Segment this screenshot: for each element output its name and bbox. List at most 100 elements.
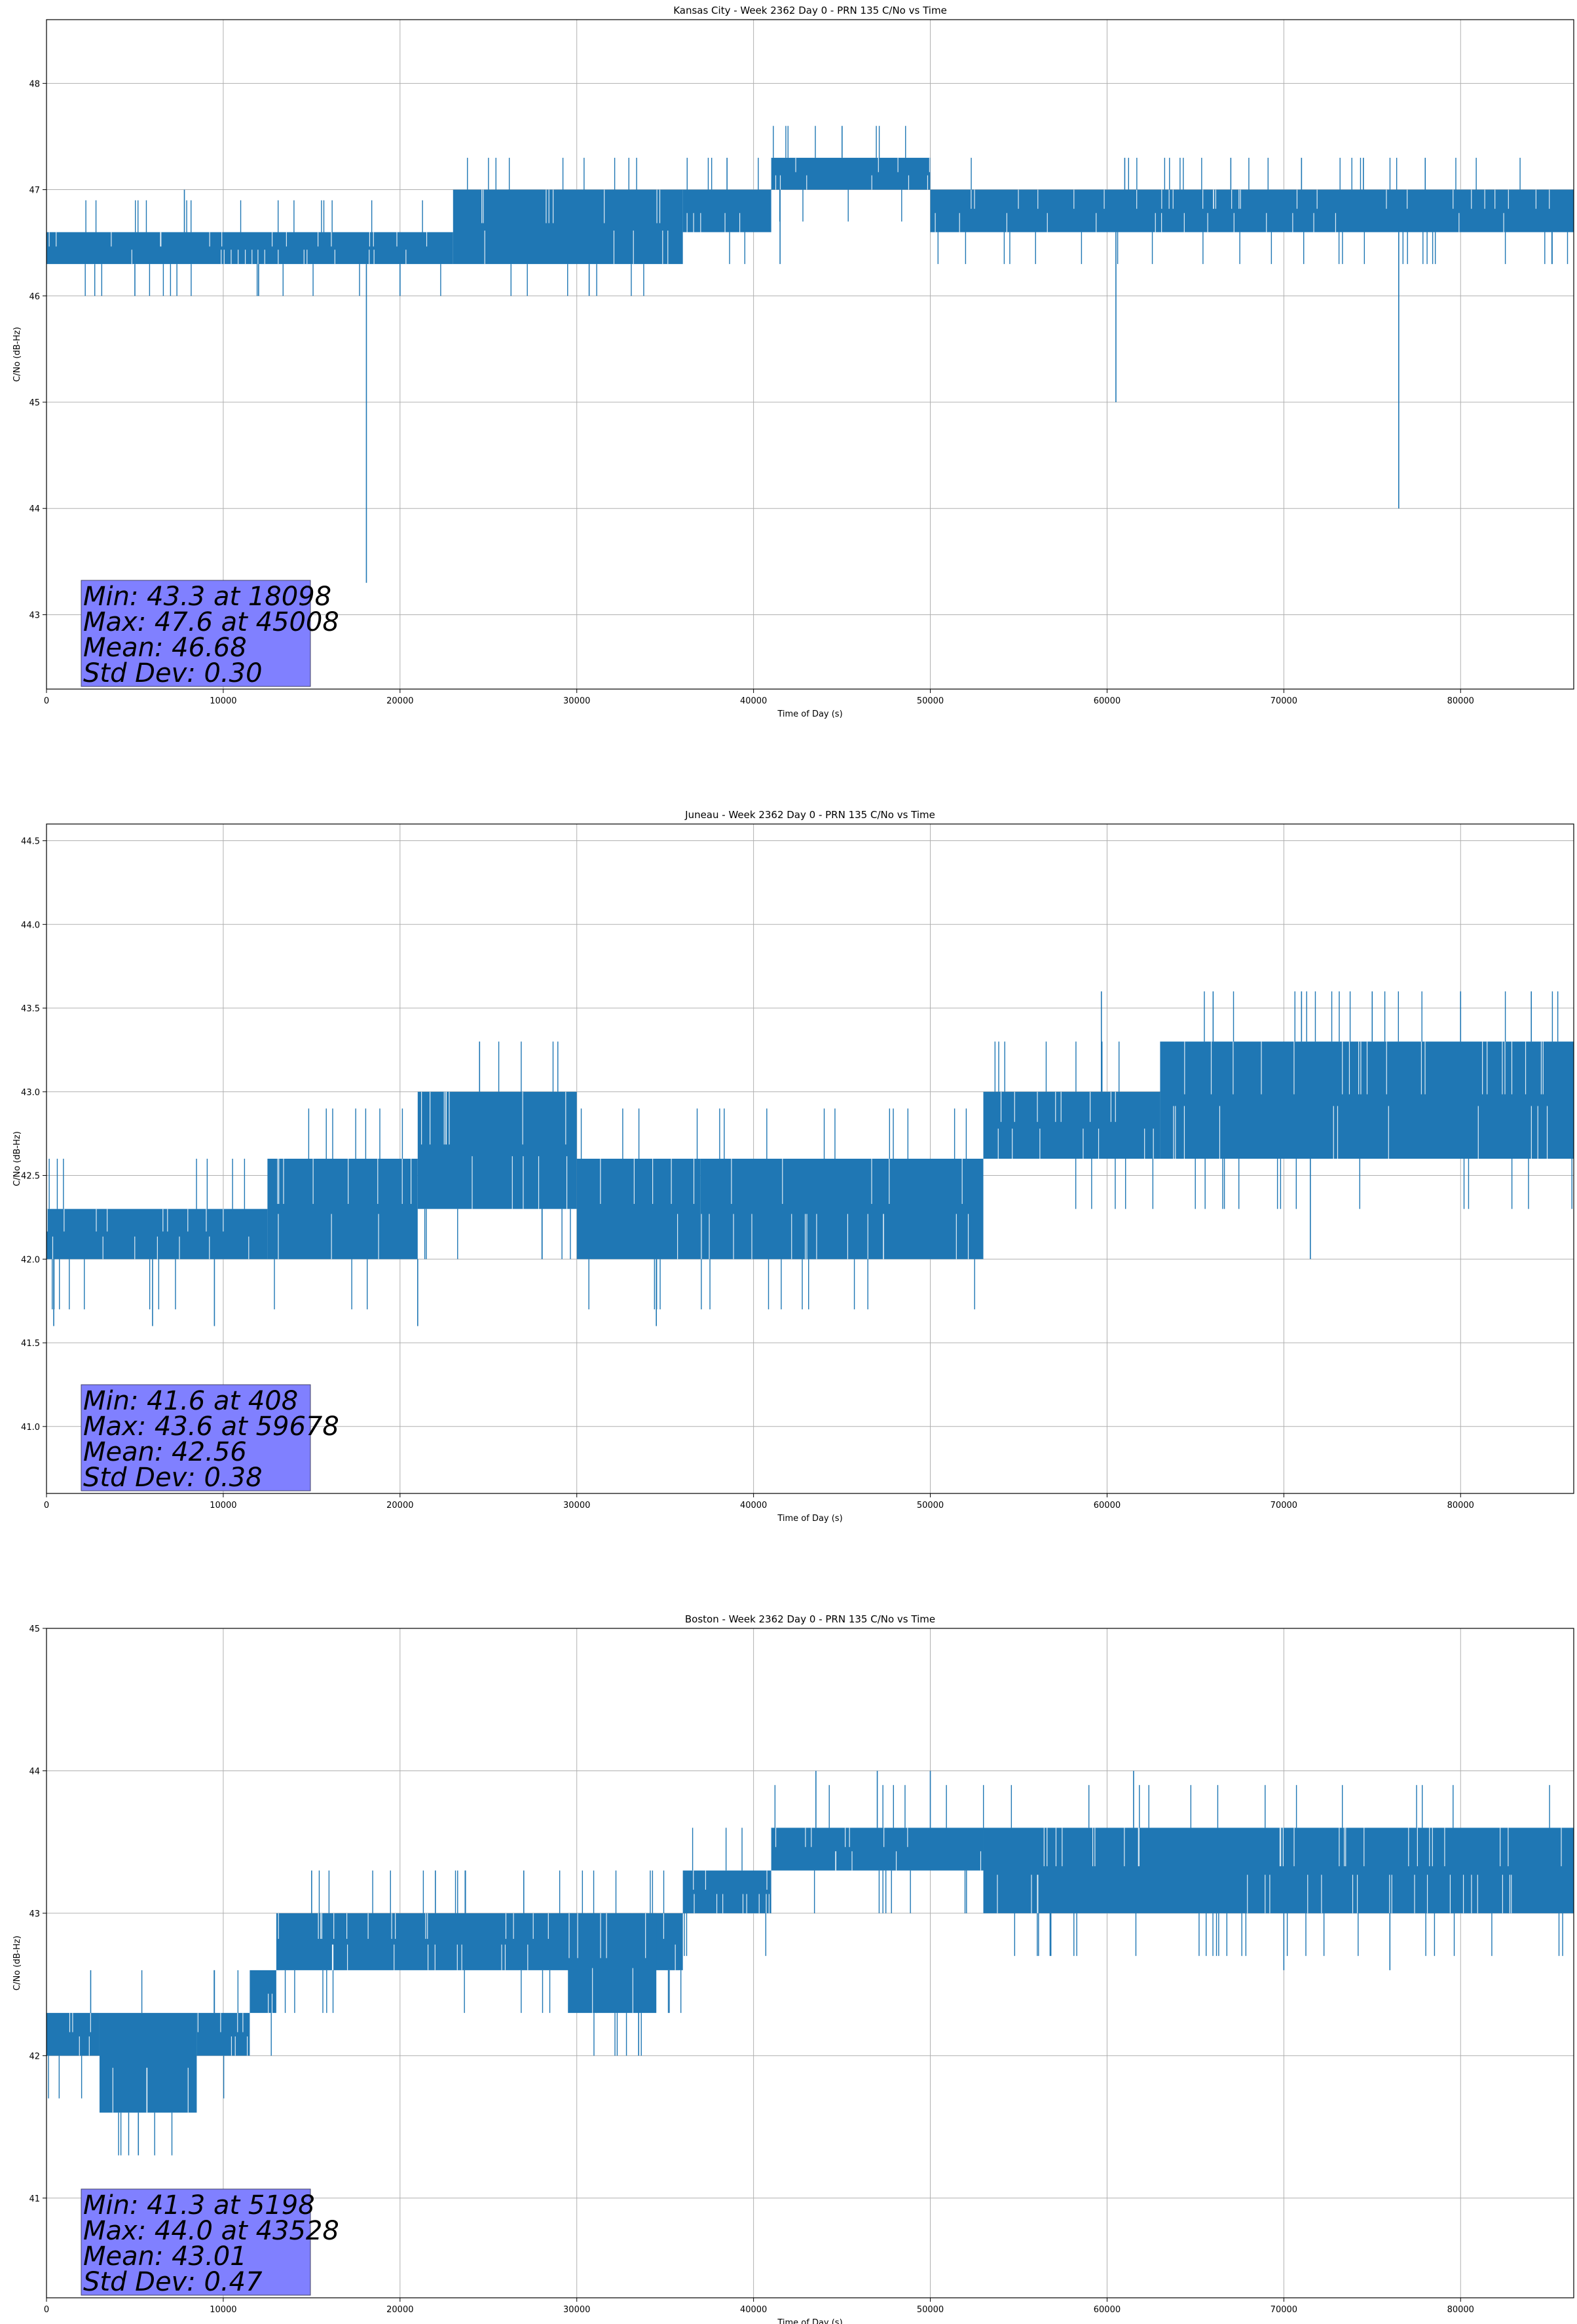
series-band-gap bbox=[1094, 1827, 1096, 1867]
series-band-gap bbox=[568, 1913, 570, 1959]
series-band-gap bbox=[1477, 1875, 1478, 1913]
series-band-gap bbox=[367, 1913, 369, 1940]
series-band-gap bbox=[162, 1209, 164, 1232]
series-band bbox=[417, 1091, 577, 1209]
series-band-gap bbox=[791, 1214, 792, 1260]
series-band bbox=[568, 1913, 657, 2014]
series-band bbox=[771, 157, 931, 190]
series-band-gap bbox=[1502, 1875, 1503, 1913]
series-band-gap bbox=[320, 1913, 322, 1940]
series-band bbox=[453, 189, 683, 265]
series-band-gap bbox=[1115, 1091, 1116, 1122]
series-band-gap bbox=[871, 1159, 872, 1204]
series-band-gap bbox=[69, 2013, 71, 2033]
series-band-gap bbox=[775, 1827, 777, 1847]
series-band-gap bbox=[1282, 1827, 1284, 1867]
series-band-gap bbox=[1240, 189, 1241, 209]
y-tick-label: 46 bbox=[29, 292, 40, 302]
x-tick-label: 40000 bbox=[740, 2305, 767, 2315]
series-band-gap bbox=[600, 1913, 601, 1959]
stats-mean: Mean: 43.01 bbox=[83, 2241, 247, 2272]
y-tick-label: 42 bbox=[29, 2052, 40, 2061]
series-band-gap bbox=[532, 1913, 534, 1940]
series-band-gap bbox=[1426, 1875, 1428, 1913]
series-band-gap bbox=[167, 1209, 168, 1232]
series-band-gap bbox=[257, 250, 259, 265]
series-band-gap bbox=[1504, 1041, 1506, 1095]
series-band-gap bbox=[1213, 189, 1214, 209]
y-tick-label: 42.0 bbox=[21, 1255, 40, 1265]
series-band-gap bbox=[1293, 1041, 1295, 1095]
series-band-gap bbox=[1175, 1106, 1176, 1159]
series-band-gap bbox=[231, 2036, 232, 2056]
y-tick-label: 44.0 bbox=[21, 920, 40, 930]
series-band-gap bbox=[1092, 1827, 1094, 1867]
series-band-gap bbox=[88, 2036, 90, 2056]
y-tick-label: 45 bbox=[29, 398, 40, 408]
series-band-gap bbox=[1144, 1129, 1145, 1159]
y-tick-label: 41.5 bbox=[21, 1339, 40, 1349]
series-band-gap bbox=[659, 189, 661, 223]
chart-title: Kansas City - Week 2362 Day 0 - PRN 135 … bbox=[673, 5, 947, 16]
series-band-gap bbox=[278, 1913, 279, 1940]
series-band-gap bbox=[1444, 1827, 1445, 1867]
series-band-gap bbox=[1356, 1875, 1358, 1913]
series-band-gap bbox=[1449, 1875, 1451, 1913]
y-tick-label: 44 bbox=[29, 504, 40, 514]
series-band-gap bbox=[333, 1913, 335, 1940]
series-band-gap bbox=[1471, 189, 1472, 209]
series-band-gap bbox=[187, 1209, 189, 1232]
series-band-gap bbox=[1043, 1827, 1045, 1867]
series-band-gap bbox=[501, 1944, 502, 1970]
x-tick-label: 50000 bbox=[917, 1501, 944, 1510]
series-band-gap bbox=[306, 250, 308, 265]
series-band bbox=[576, 1159, 701, 1260]
series-band-gap bbox=[1420, 1041, 1422, 1095]
series-band-gap bbox=[775, 175, 777, 190]
stats-max: Max: 47.6 at 45008 bbox=[83, 607, 339, 637]
series-band bbox=[46, 232, 453, 265]
x-tick-label: 30000 bbox=[563, 696, 590, 706]
series-band-gap bbox=[220, 2013, 221, 2033]
x-tick-label: 10000 bbox=[210, 1501, 236, 1510]
series-band-gap bbox=[671, 1159, 672, 1204]
series-band-gap bbox=[1388, 1106, 1389, 1159]
series-band-gap bbox=[378, 1214, 379, 1260]
x-tick-label: 50000 bbox=[917, 696, 944, 706]
y-tick-label: 43 bbox=[29, 610, 40, 620]
y-tick-label: 47 bbox=[29, 186, 40, 196]
series-band-gap bbox=[1184, 1041, 1185, 1095]
series-band-gap bbox=[883, 1827, 885, 1847]
series-band-gap bbox=[481, 189, 483, 223]
series-band-gap bbox=[1219, 1106, 1221, 1159]
series-band-gap bbox=[645, 1913, 646, 1959]
series-band-gap bbox=[268, 1993, 269, 2014]
series-band-gap bbox=[346, 1913, 348, 1940]
series-band-gap bbox=[1231, 189, 1233, 209]
series-band-gap bbox=[286, 232, 287, 247]
y-tick-label: 48 bbox=[29, 79, 40, 89]
series-band-gap bbox=[1458, 213, 1460, 233]
series-band-gap bbox=[1183, 1106, 1185, 1159]
series-band-gap bbox=[1345, 1827, 1346, 1867]
series-band-gap bbox=[1386, 1041, 1387, 1095]
plot-frame bbox=[46, 19, 1574, 690]
series-band-gap bbox=[849, 1827, 850, 1847]
series-band-gap bbox=[795, 157, 796, 172]
x-tick-label: 80000 bbox=[1447, 696, 1474, 706]
stats-max: Max: 44.0 at 43528 bbox=[83, 2216, 339, 2246]
series-band-gap bbox=[48, 232, 50, 247]
series-band-gap bbox=[878, 157, 879, 172]
series-band-gap bbox=[1136, 189, 1138, 209]
series-band-gap bbox=[426, 232, 428, 247]
series-band-gap bbox=[1202, 189, 1204, 209]
x-tick-label: 10000 bbox=[210, 696, 236, 706]
series-band-gap bbox=[1173, 1106, 1174, 1159]
series-band-gap bbox=[675, 1944, 676, 1970]
series-band-gap bbox=[851, 1851, 853, 1871]
series-band-gap bbox=[724, 213, 726, 233]
series-band-gap bbox=[134, 1236, 136, 1260]
series-band-gap bbox=[443, 1091, 445, 1145]
series-band-gap bbox=[980, 1851, 982, 1871]
